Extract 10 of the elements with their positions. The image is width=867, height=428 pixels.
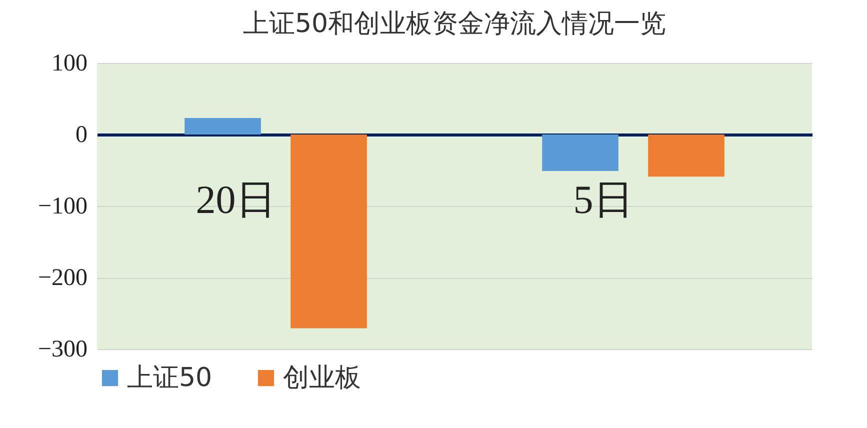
y-tick-label: 100 <box>52 50 88 76</box>
y-tick-label: 0 <box>76 122 88 148</box>
legend-label: 上证50 <box>127 363 212 393</box>
legend-label: 创业板 <box>283 363 361 393</box>
chart-title: 上证50和创业板资金净流入情况一览 <box>242 9 666 39</box>
y-tick-label: −100 <box>38 194 88 220</box>
x-tick-label: 20日 <box>196 177 276 222</box>
x-tick-label: 5日 <box>573 177 634 222</box>
y-tick-label: −200 <box>38 265 88 291</box>
y-tick-label: −300 <box>38 336 88 362</box>
